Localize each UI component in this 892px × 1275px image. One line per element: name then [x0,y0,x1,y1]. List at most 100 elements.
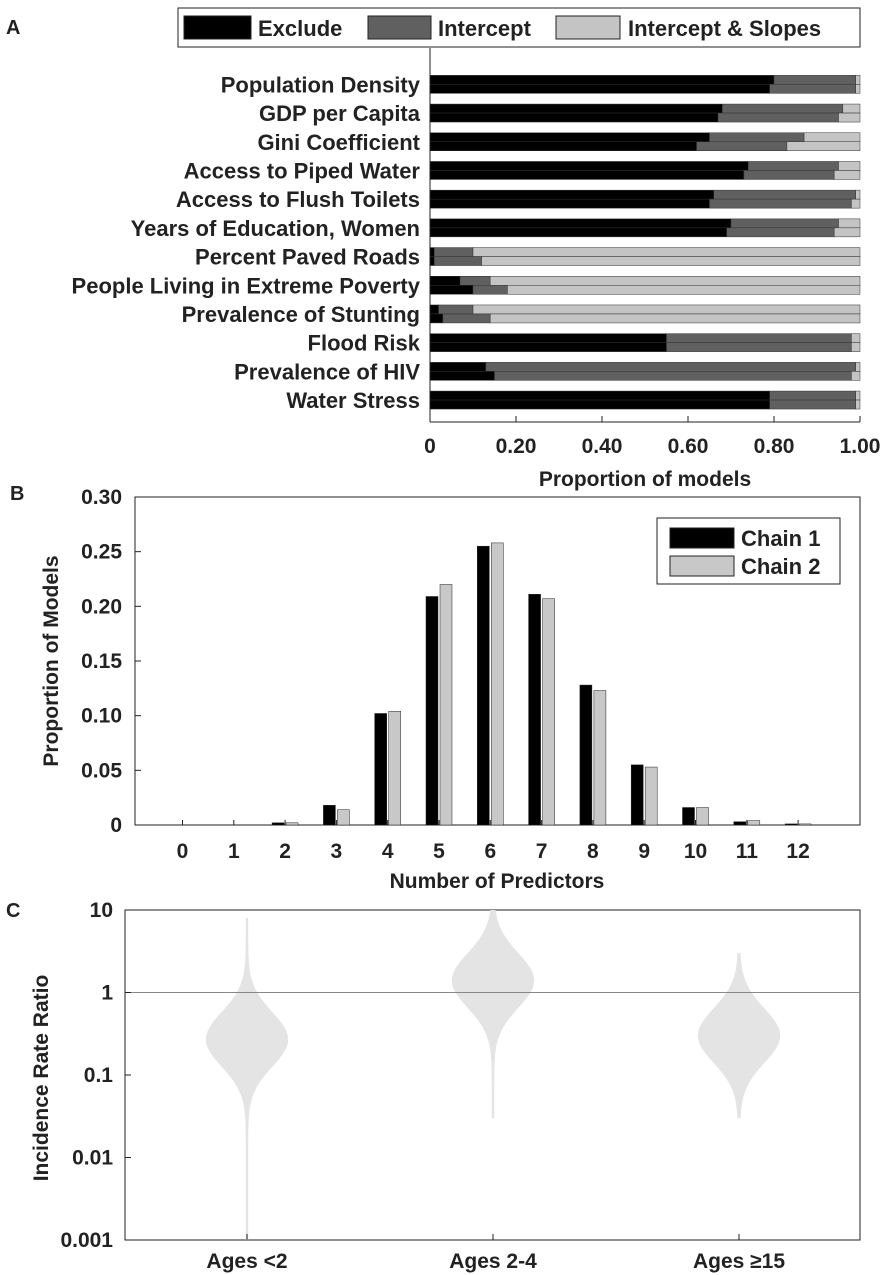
category-label: Prevalence of Stunting [182,302,420,327]
legend-label-exclude: Exclude [258,16,342,41]
bar-chain-2 [439,584,453,826]
bar-segment-intercept [696,141,788,151]
panel-letter-c: C [6,900,20,922]
bar-segment-exclude [429,333,667,343]
y-tick-label: 0.20 [81,595,122,618]
bar-chain-2 [337,809,350,826]
violin-shape [205,918,289,1240]
category-label: Prevalence of HIV [234,359,420,384]
bar-segment-intercept-slopes [838,112,861,123]
panel-a-legend: Exclude Intercept Intercept & Slopes [177,7,861,48]
bar-chain-2 [388,711,401,826]
x-tick-label: 3 [331,840,343,863]
bar-segment-exclude [429,84,770,94]
bar-segment-intercept-slopes [842,103,861,114]
bar-segment-exclude [429,170,745,180]
panel-letter-b: B [10,483,24,505]
bar-segment-intercept [438,304,474,315]
y-tick-label: 0.01 [72,1147,113,1170]
y-tick-label: 0.15 [81,650,122,673]
bar-segment-intercept [743,170,835,180]
bar-segment-intercept [769,390,856,401]
bar-chain-2 [491,542,504,826]
bar-chain-1 [528,594,541,826]
bar-segment-exclude [429,218,732,229]
bar-chain-2 [542,598,555,826]
panel-a-stacked-bar-chart: Exclude Intercept Intercept & Slopes Pop… [72,7,881,491]
bar-segment-intercept [726,227,835,238]
x-tick-label: 10 [684,840,707,863]
legend-box [177,7,861,48]
category-label: Access to Piped Water [184,158,421,183]
bar-segment-intercept [730,218,839,229]
bar-segment-intercept-slopes [481,256,861,266]
bar-segment-intercept [494,371,852,381]
bar-segment-exclude [429,390,770,401]
bar-chain-1 [323,805,336,826]
bar-segment-exclude [429,141,697,151]
legend-swatch-exclude [183,15,252,40]
bar-segment-intercept [472,285,508,295]
legend-swatch-intercept [367,15,432,40]
bar-chain-1 [477,545,490,826]
x-tick-label: 7 [536,840,548,863]
x-tick-label: 5 [433,840,445,863]
bar-chain-2 [696,807,709,826]
bar-segment-exclude [429,198,710,209]
bar-segment-intercept [485,362,856,372]
bar-segment-exclude [429,313,444,324]
violin-shape [697,953,781,1119]
bar-segment-intercept [713,189,856,200]
bar-chain-1 [784,823,798,826]
bar-segment-exclude [429,227,727,238]
bar-segment-intercept-slopes [489,276,861,286]
bar-chain-1 [733,821,747,826]
bar-segment-exclude [429,112,719,123]
bar-segment-intercept [709,198,852,209]
legend-swatch-chain-2 [669,555,735,577]
bar-chain-1 [425,596,439,826]
bar-segment-intercept-slopes [472,247,861,257]
bar-segment-intercept-slopes [855,399,861,410]
panel-b-legend: Chain 1 Chain 2 [656,517,841,585]
y-tick-label: 0.001 [60,1229,113,1252]
panel-a-x-axis-title: Proportion of models [539,468,751,491]
bar-segment-exclude [429,161,749,171]
category-label: Gini Coefficient [257,130,420,155]
bar-segment-intercept-slopes [855,390,861,401]
bar-segment-intercept-slopes [472,304,861,315]
x-tick-label: 6 [484,840,496,863]
bar-segment-intercept-slopes [507,285,861,295]
bar-segment-intercept-slopes [851,198,861,209]
y-tick-label: 0.30 [81,486,122,509]
x-tick-label: 1.00 [840,435,881,458]
bar-segment-intercept [717,112,839,123]
bar-segment-intercept [434,247,474,257]
bar-chain-1 [630,764,644,826]
bar-segment-intercept [769,84,856,94]
bar-segment-intercept-slopes [855,84,861,94]
x-tick-label: Ages <2 [206,1250,287,1273]
bar-segment-exclude [429,362,487,372]
bar-segment-intercept-slopes [489,313,861,324]
bar-segment-intercept [747,161,839,171]
bar-segment-exclude [429,285,474,295]
bar-segment-exclude [429,189,715,200]
x-tick-label: 4 [382,840,394,863]
bar-segment-intercept-slopes [855,362,861,372]
bar-segment-intercept [459,276,491,286]
x-tick-label: 2 [279,840,291,863]
legend-label-intercept: Intercept [438,16,532,41]
bar-segment-intercept-slopes [851,333,861,343]
bar-segment-intercept-slopes [833,170,861,180]
bar-chain-2 [593,690,607,826]
violin-shape [451,910,535,1119]
bar-segment-exclude [429,304,439,315]
bar-segment-exclude [429,132,710,142]
y-tick-label: 0 [110,814,122,837]
bar-segment-intercept [722,103,844,114]
category-label: People Living in Extreme Poverty [72,273,421,298]
x-tick-label: 9 [638,840,650,863]
